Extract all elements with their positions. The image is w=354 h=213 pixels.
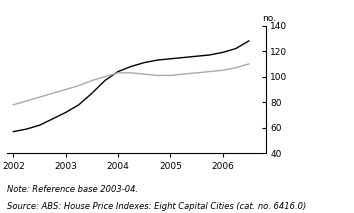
Hobart [155, 59, 159, 61]
Weighted average of eight capital cities [207, 70, 212, 73]
Hobart [221, 51, 225, 54]
Hobart [142, 61, 146, 64]
Hobart [168, 58, 172, 60]
Text: no.: no. [262, 14, 276, 23]
Hobart [90, 92, 94, 95]
Weighted average of eight capital cities [11, 104, 16, 106]
Hobart [77, 104, 81, 106]
Hobart [181, 56, 185, 59]
Hobart [11, 130, 16, 133]
Weighted average of eight capital cities [64, 88, 68, 91]
Hobart [51, 118, 55, 120]
Weighted average of eight capital cities [24, 100, 29, 102]
Weighted average of eight capital cities [51, 92, 55, 95]
Line: Weighted average of eight capital cities: Weighted average of eight capital cities [13, 64, 249, 105]
Hobart [207, 54, 212, 56]
Hobart [129, 65, 133, 68]
Hobart [116, 70, 120, 73]
Weighted average of eight capital cities [77, 84, 81, 87]
Weighted average of eight capital cities [155, 74, 159, 77]
Weighted average of eight capital cities [194, 72, 199, 74]
Weighted average of eight capital cities [116, 72, 120, 74]
Weighted average of eight capital cities [247, 63, 251, 65]
Hobart [247, 40, 251, 42]
Text: Source: ABS: House Price Indexes: Eight Capital Cities (cat. no. 6416.0): Source: ABS: House Price Indexes: Eight … [7, 202, 306, 211]
Weighted average of eight capital cities [129, 72, 133, 74]
Hobart [194, 55, 199, 58]
Hobart [38, 124, 42, 127]
Weighted average of eight capital cities [38, 96, 42, 98]
Hobart [24, 128, 29, 130]
Text: Note: Reference base 2003-04.: Note: Reference base 2003-04. [7, 185, 138, 194]
Weighted average of eight capital cities [90, 79, 94, 82]
Weighted average of eight capital cities [142, 73, 146, 75]
Weighted average of eight capital cities [181, 73, 185, 75]
Weighted average of eight capital cities [221, 69, 225, 72]
Hobart [103, 79, 107, 82]
Hobart [64, 111, 68, 114]
Hobart [234, 47, 238, 50]
Weighted average of eight capital cities [168, 74, 172, 77]
Weighted average of eight capital cities [234, 66, 238, 69]
Line: Hobart: Hobart [13, 41, 249, 132]
Weighted average of eight capital cities [103, 75, 107, 78]
